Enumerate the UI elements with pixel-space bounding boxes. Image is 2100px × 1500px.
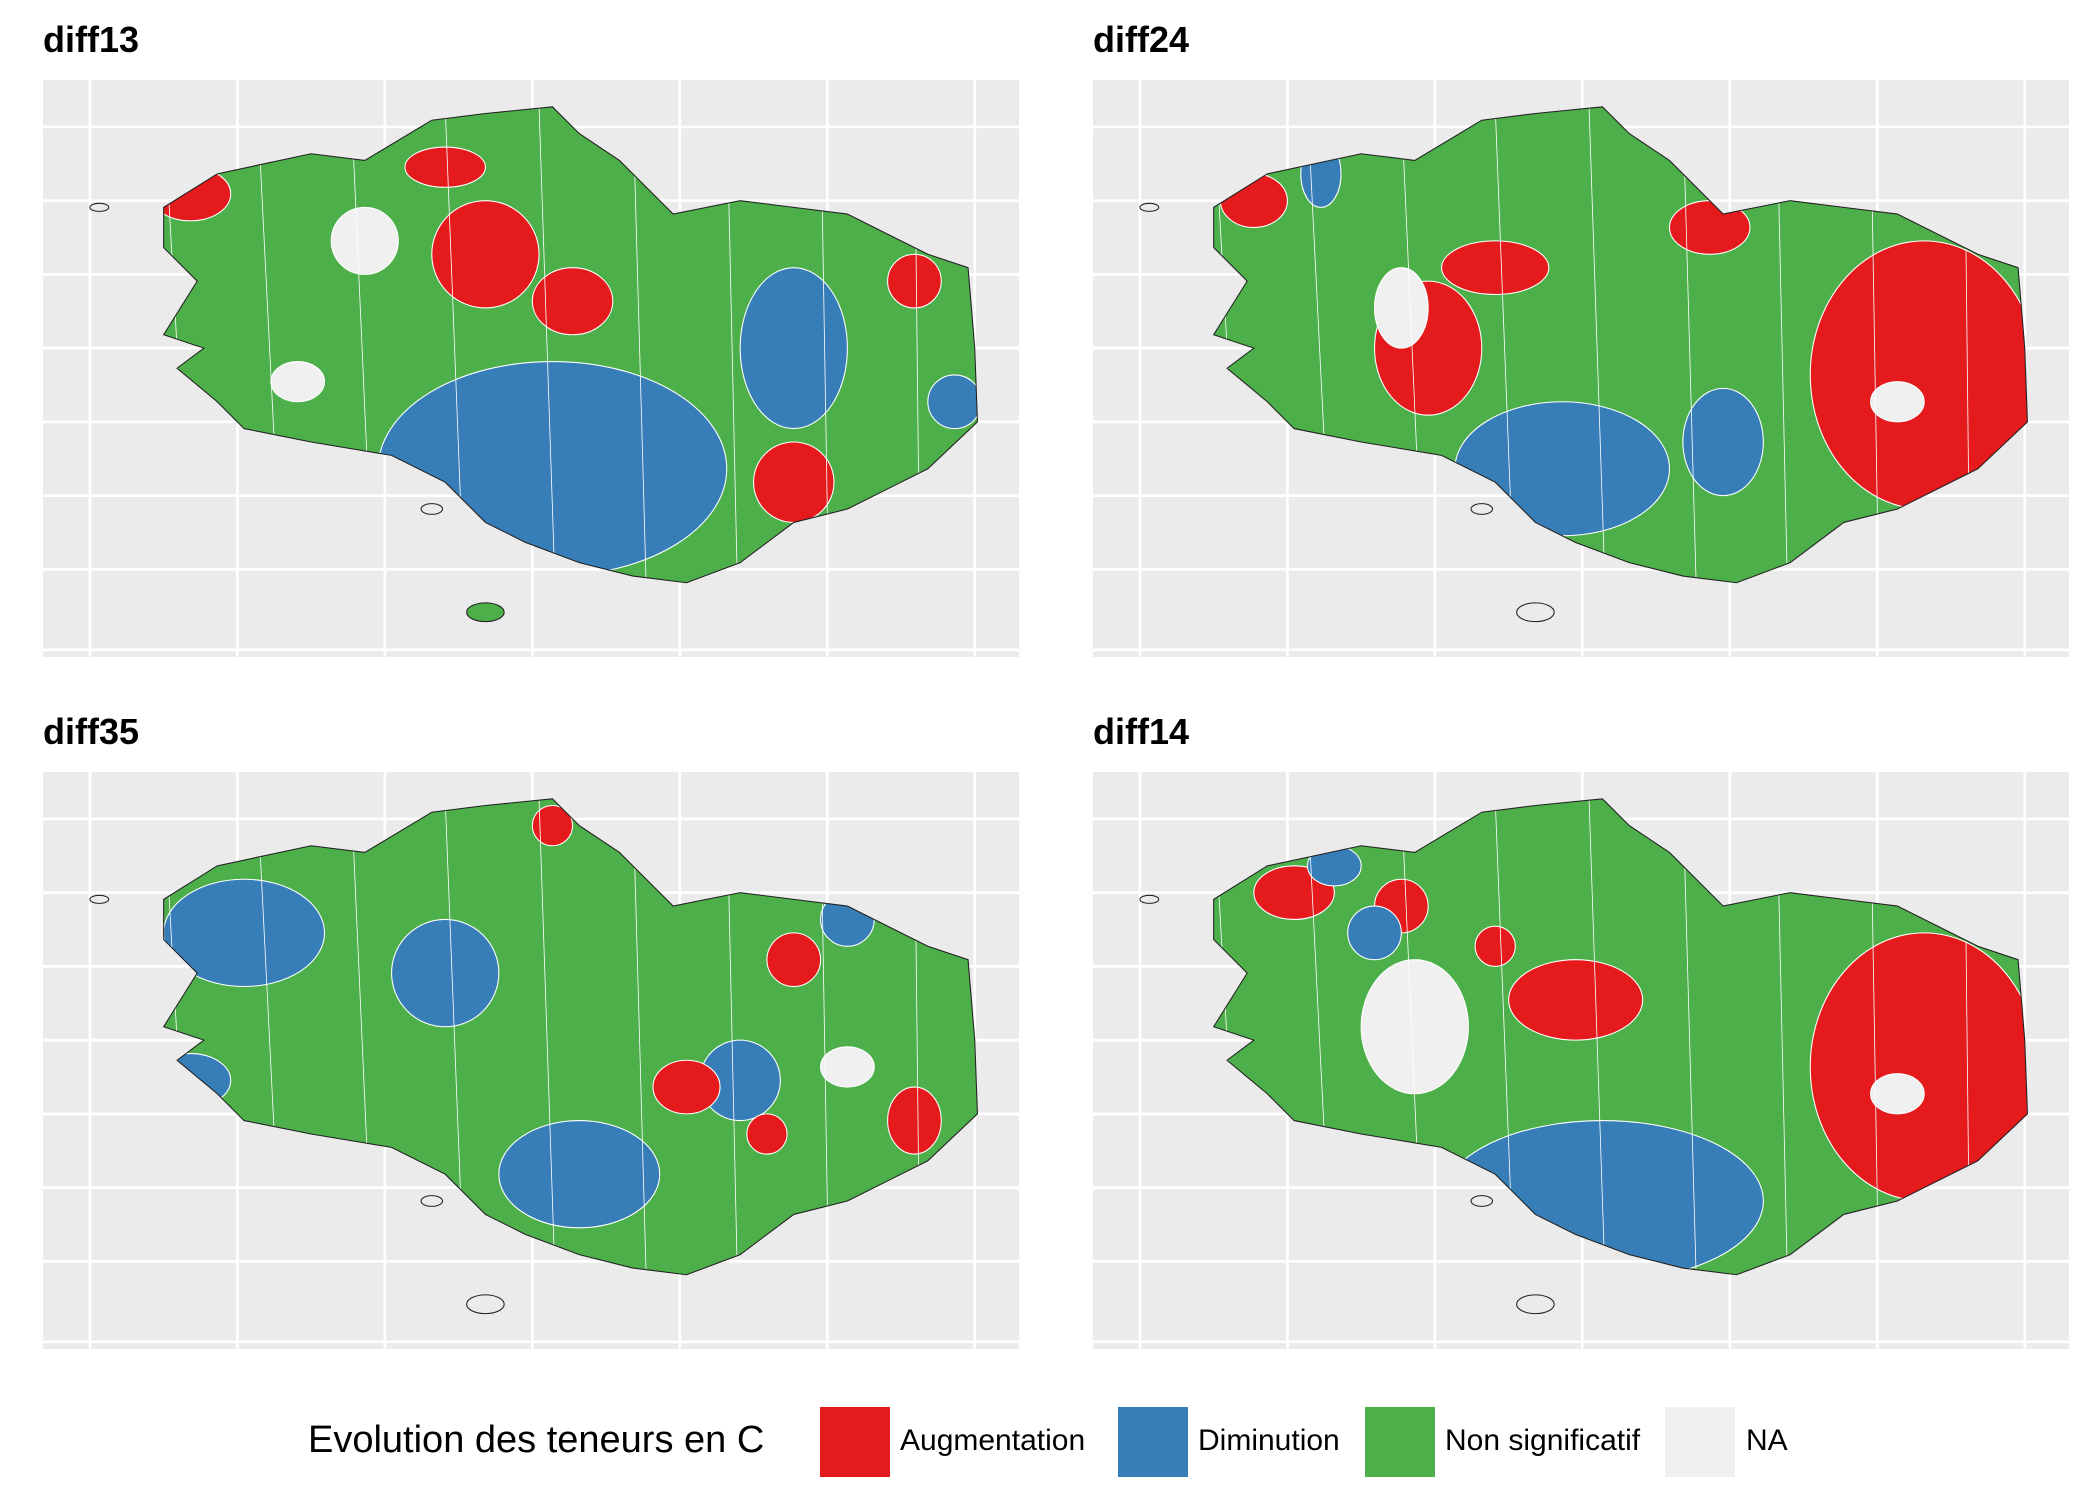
map xyxy=(43,772,1020,1349)
region xyxy=(1870,1073,1925,1115)
island xyxy=(1139,202,1160,212)
border xyxy=(1588,106,1606,583)
region xyxy=(746,1113,788,1155)
region xyxy=(820,1046,875,1088)
border xyxy=(632,798,647,1275)
region xyxy=(927,374,978,430)
region xyxy=(1441,240,1550,296)
legend-key xyxy=(1365,1407,1435,1477)
border xyxy=(632,106,647,583)
region-area xyxy=(1213,106,2028,583)
region xyxy=(1374,267,1429,349)
legend-label: NA xyxy=(1746,1424,1788,1457)
region xyxy=(1360,959,1469,1095)
region xyxy=(887,1086,942,1155)
legend-key xyxy=(1118,1407,1188,1477)
border xyxy=(1682,106,1697,583)
legend-key xyxy=(820,1407,890,1477)
region-outline xyxy=(1212,106,2028,584)
region xyxy=(163,878,326,988)
region xyxy=(270,361,326,403)
island xyxy=(1470,503,1494,515)
region-outline xyxy=(162,798,978,1276)
panel-title: diff13 xyxy=(43,19,139,60)
island xyxy=(466,602,505,623)
region xyxy=(1474,925,1516,967)
island xyxy=(1139,894,1160,904)
legend-label: Augmentation xyxy=(900,1424,1085,1457)
region xyxy=(330,206,399,275)
region xyxy=(753,441,835,523)
region xyxy=(1508,959,1644,1041)
region-outline xyxy=(1212,798,2028,1276)
legend-label: Non significatif xyxy=(1445,1424,1641,1457)
island xyxy=(1470,1195,1494,1207)
region-area xyxy=(163,798,978,1275)
panel-title: diff35 xyxy=(43,711,139,752)
region xyxy=(739,267,848,430)
panel-title: diff14 xyxy=(1093,711,1189,752)
legend-label: Diminution xyxy=(1198,1424,1340,1457)
region xyxy=(1682,387,1764,497)
region xyxy=(531,267,614,336)
region xyxy=(1347,905,1402,961)
island xyxy=(1516,602,1555,623)
region xyxy=(404,146,486,188)
region xyxy=(531,804,574,847)
regions xyxy=(1213,798,2028,1275)
region-outline xyxy=(162,106,978,584)
border xyxy=(538,798,556,1275)
legend-key xyxy=(1665,1407,1735,1477)
legend-title: Evolution des teneurs en C xyxy=(308,1419,764,1461)
region xyxy=(498,1120,661,1229)
region xyxy=(1870,381,1925,423)
border xyxy=(538,106,556,583)
region xyxy=(652,1059,721,1115)
island xyxy=(89,894,110,904)
map xyxy=(1093,772,2070,1349)
region xyxy=(887,253,942,309)
region xyxy=(766,932,822,988)
island xyxy=(466,1294,505,1315)
border xyxy=(1588,798,1606,1275)
panel-title: diff24 xyxy=(1093,19,1189,60)
border xyxy=(1682,798,1697,1275)
region xyxy=(391,918,500,1028)
island xyxy=(89,202,110,212)
island xyxy=(1516,1294,1555,1315)
region xyxy=(431,200,540,309)
island xyxy=(420,503,444,515)
island xyxy=(420,1195,444,1207)
